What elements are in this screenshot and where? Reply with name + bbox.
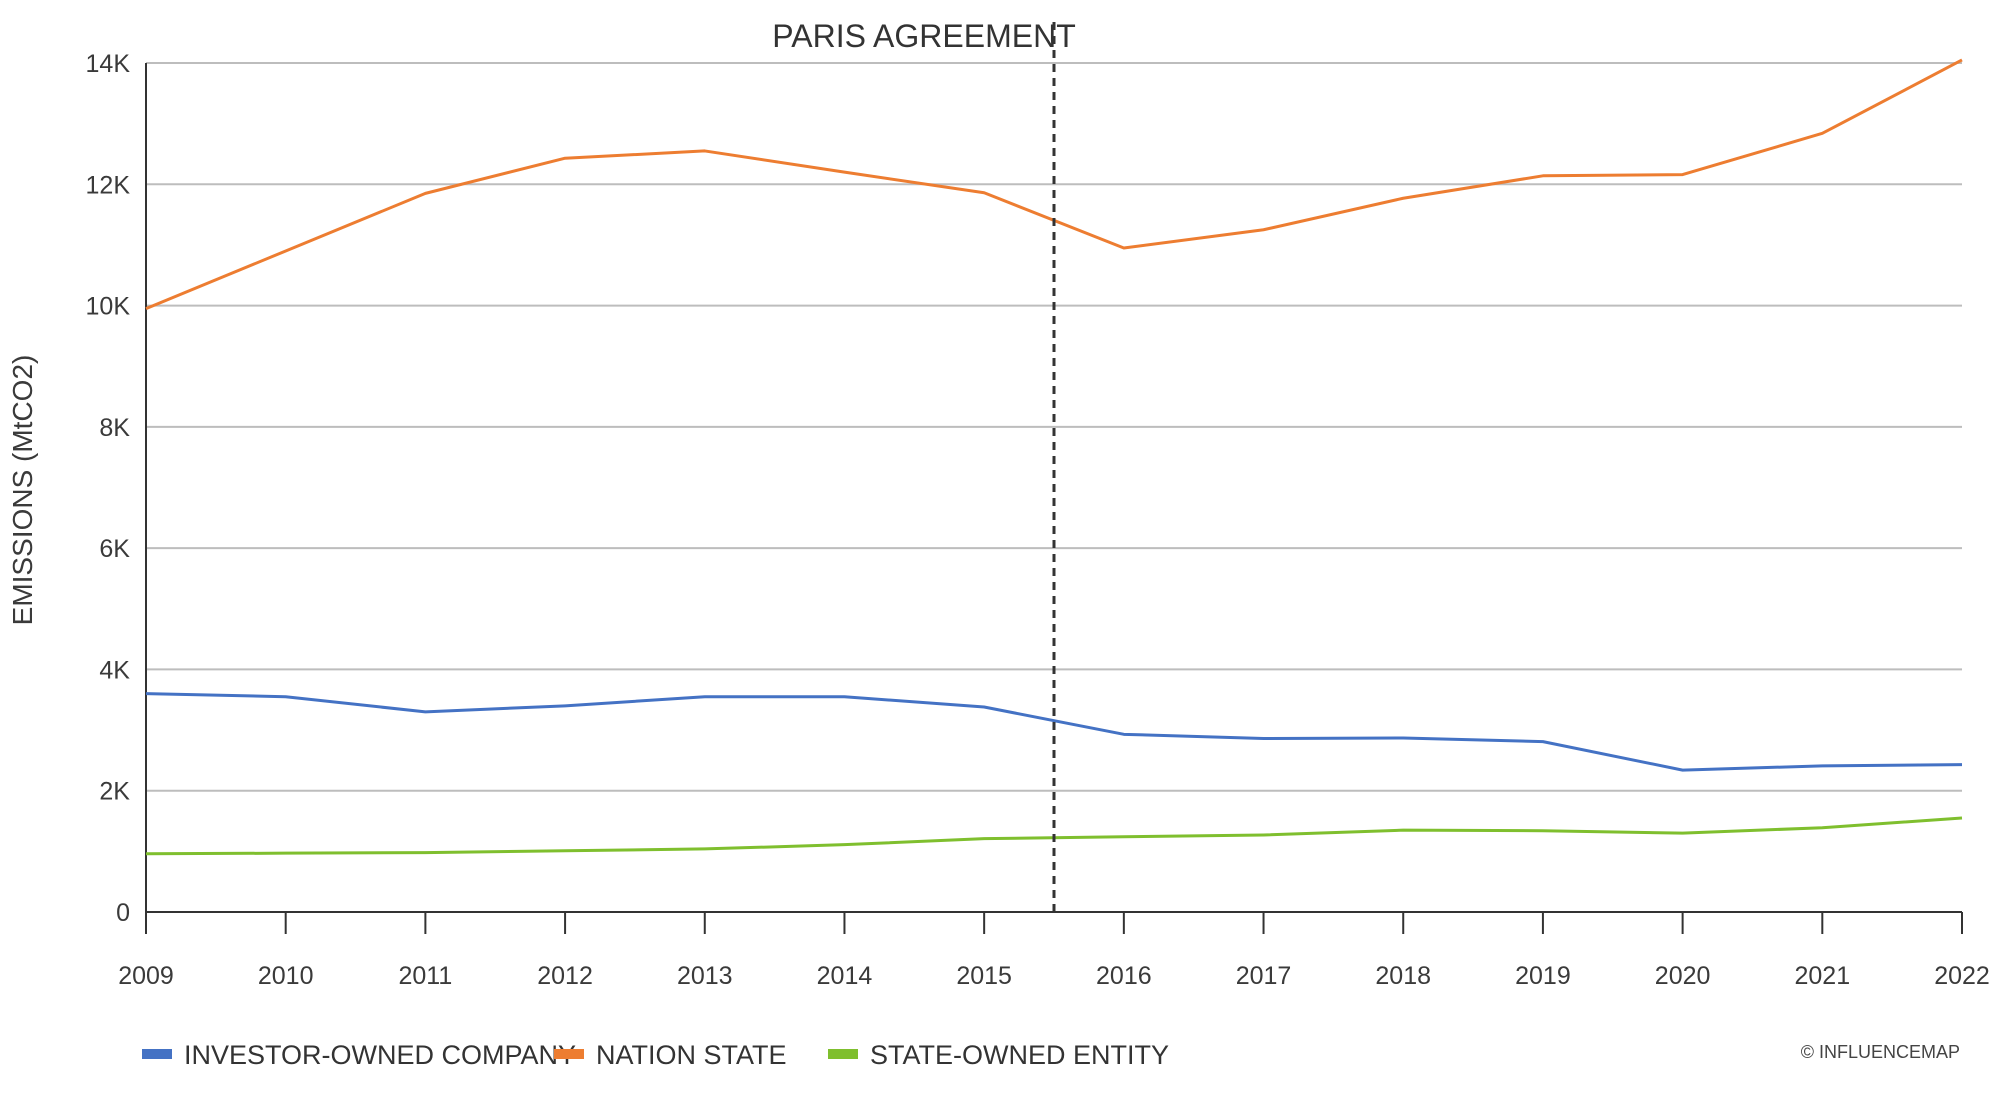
legend-swatch [142,1049,172,1059]
legend: INVESTOR-OWNED COMPANY NATION STATE STATE-… [142,1040,1169,1070]
x-tick-label: 2009 [118,962,174,990]
x-tick-label: 2010 [258,962,314,990]
legend-swatch [828,1049,858,1059]
x-tick-label: 2022 [1934,962,1990,990]
y-tick-labels: 0 2K 4K 6K 8K 10K 12K 14K [86,50,131,927]
x-tick-labels: 2009 2010 2011 2012 2013 2014 2015 2016 2017 2018… [118,962,1990,990]
x-tick-label: 2013 [677,962,733,990]
y-tick-label: 14K [86,50,131,78]
x-tick-label: 2014 [817,962,873,990]
paris-agreement-annotation: PARIS AGREEMENT [772,18,1076,912]
series-line-investor-owned-company [145,692,1963,772]
x-tick-label: 2019 [1515,962,1571,990]
x-tick-label: 2018 [1375,962,1431,990]
x-tick-label: 2011 [399,962,453,990]
legend-label: NATION STATE [596,1040,787,1070]
influencemap-credit: © INFLUENCEMAP [1801,1042,1960,1062]
x-tick-label: 2015 [956,962,1012,990]
paris-agreement-label: PARIS AGREEMENT [772,18,1075,54]
legend-label: INVESTOR-OWNED COMPANY [184,1040,576,1070]
y-tick-label: 2K [99,778,130,806]
y-axis-label: EMISSIONS (MtCO2) [7,355,38,626]
y-tick-label: 0 [116,899,130,927]
y-tick-label: 6K [99,535,130,563]
legend-label: STATE-OWNED ENTITY [870,1040,1169,1070]
y-tick-label: 12K [86,171,131,199]
x-tick-label: 2016 [1096,962,1152,990]
y-tick-label: 10K [86,293,131,321]
x-tick-label: 2021 [1794,962,1850,990]
x-tick-label: 2020 [1655,962,1711,990]
y-tick-label: 8K [99,414,130,442]
x-tick-label: 2012 [537,962,593,990]
x-tick-label: 2017 [1236,962,1292,990]
legend-swatch [554,1049,584,1059]
y-tick-label: 4K [99,656,130,684]
